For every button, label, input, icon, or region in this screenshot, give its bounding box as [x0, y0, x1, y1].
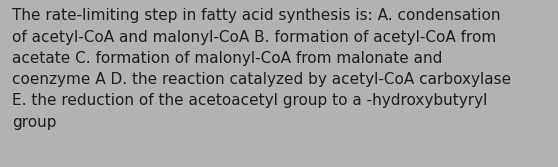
Text: The rate-limiting step in fatty acid synthesis is: A. condensation
of acetyl-CoA: The rate-limiting step in fatty acid syn… — [12, 8, 511, 130]
